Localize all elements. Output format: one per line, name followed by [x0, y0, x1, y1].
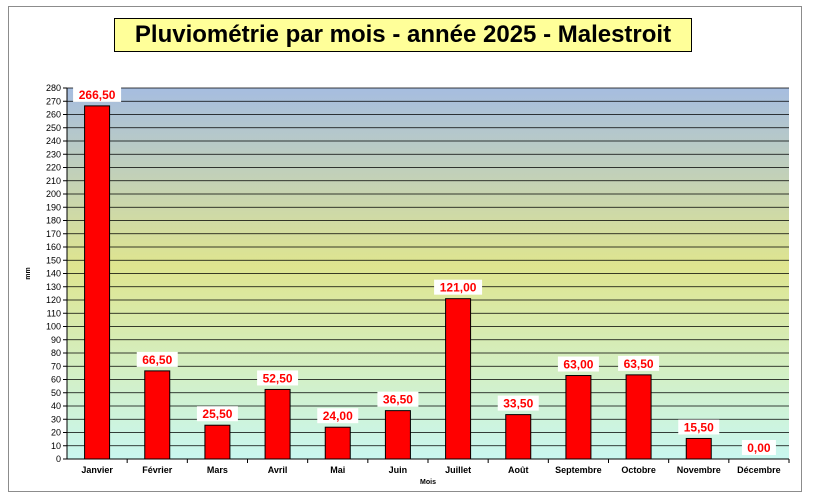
data-label: 15,50 [684, 420, 714, 434]
y-tick-label: 160 [46, 242, 61, 252]
y-tick-label: 220 [46, 163, 61, 173]
x-category-label: Février [142, 465, 173, 475]
bar [384, 410, 411, 460]
data-label: 63,00 [563, 358, 593, 372]
bar [565, 375, 592, 460]
data-label: 52,50 [263, 371, 293, 385]
y-tick-label: 120 [46, 295, 61, 305]
y-axis-title: mm [25, 267, 32, 279]
x-axis-categories: Janvier Février Mars Avril Mai Juin Juillet Aoû… [81, 459, 790, 475]
bar [264, 388, 291, 460]
data-label: 36,50 [383, 393, 413, 407]
data-label-background [434, 279, 483, 295]
y-tick-label: 60 [51, 375, 61, 385]
y-tick-label: 260 [46, 110, 61, 120]
y-tick-label: 190 [46, 202, 61, 212]
y-tick-label: 240 [46, 136, 61, 146]
bar [445, 298, 472, 460]
data-label: 66,50 [142, 353, 172, 367]
bar [144, 370, 171, 460]
data-label-background [196, 406, 238, 422]
gridlines [67, 87, 789, 460]
data-label: 0,00 [747, 441, 771, 455]
data-label: 33,50 [503, 397, 533, 411]
bar [625, 374, 652, 460]
data-label-background [557, 356, 599, 372]
x-category-label: Juillet [445, 465, 471, 475]
y-tick-label: 10 [51, 441, 61, 451]
data-label: 266,50 [79, 88, 116, 102]
data-label-background [618, 355, 660, 371]
x-category-label: Décembre [737, 465, 781, 475]
y-tick-label: 20 [51, 428, 61, 438]
y-tick-label: 0 [56, 454, 61, 464]
bar [505, 414, 532, 460]
data-label-background [377, 391, 419, 407]
x-category-label: Septembre [555, 465, 602, 475]
y-tick-label: 230 [46, 149, 61, 159]
y-tick-label: 140 [46, 269, 61, 279]
data-label-background [317, 408, 359, 424]
data-labels: 266,50 66,50 25,50 52,50 24,00 36,50 121,00 33,… [73, 86, 776, 455]
data-label-background [73, 86, 122, 102]
x-category-label: Janvier [81, 465, 113, 475]
bar [324, 426, 351, 460]
y-tick-label: 90 [51, 335, 61, 345]
y-axis-ticks: 0 10 20 30 40 50 60 70 80 90 100 110 120 130 140 150 160… [46, 83, 67, 464]
x-axis-title: Mois [420, 479, 436, 486]
x-category-label: Novembre [677, 465, 721, 475]
y-tick-label: 40 [51, 401, 61, 411]
y-tick-label: 110 [47, 308, 61, 318]
data-label-background [136, 351, 178, 367]
data-label-background [678, 419, 720, 435]
bar [84, 105, 111, 460]
y-tick-label: 130 [46, 282, 61, 292]
y-tick-label: 80 [51, 348, 61, 358]
data-label-background [497, 395, 539, 411]
y-tick-label: 250 [46, 123, 61, 133]
y-tick-label: 270 [46, 96, 61, 106]
data-label: 63,50 [624, 357, 654, 371]
x-category-label: Octobre [621, 465, 656, 475]
bar [204, 424, 231, 460]
y-tick-label: 170 [46, 229, 61, 239]
x-category-label: Août [508, 465, 529, 475]
x-category-label: Avril [268, 465, 288, 475]
data-label-background [741, 440, 776, 455]
y-tick-label: 180 [46, 216, 61, 226]
bars [84, 105, 712, 460]
bar [685, 437, 712, 460]
data-label: 121,00 [440, 281, 477, 295]
y-tick-label: 70 [51, 361, 61, 371]
data-label: 24,00 [323, 409, 353, 423]
x-category-label: Mai [330, 465, 345, 475]
y-tick-label: 150 [46, 255, 61, 265]
data-label: 25,50 [202, 407, 232, 421]
x-category-label: Juin [389, 465, 408, 475]
y-tick-label: 280 [46, 83, 61, 93]
chart-title: Pluviométrie par mois - année 2025 - Mal… [114, 18, 692, 52]
x-category-label: Mars [207, 465, 228, 475]
y-tick-label: 50 [51, 388, 61, 398]
y-tick-label: 210 [46, 176, 61, 186]
data-label-background [257, 370, 299, 386]
y-tick-label: 30 [51, 414, 61, 424]
y-tick-label: 100 [46, 322, 61, 332]
y-tick-label: 200 [46, 189, 61, 199]
